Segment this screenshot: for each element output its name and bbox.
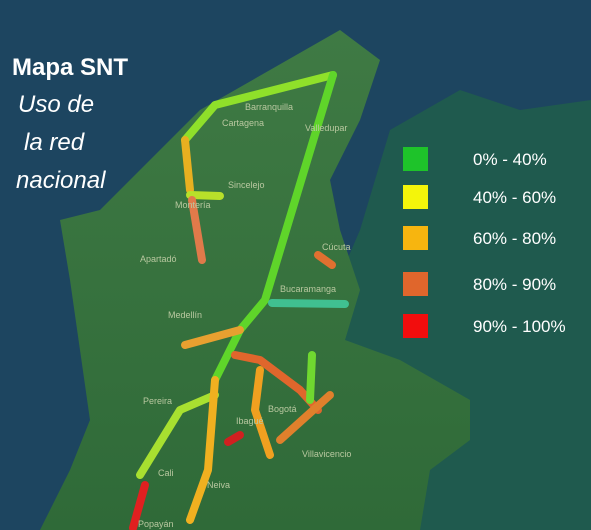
legend-swatch	[403, 272, 428, 296]
line	[186, 191, 224, 200]
city-label: Popayán	[138, 519, 174, 529]
line	[186, 376, 219, 524]
city-label: Medellín	[168, 310, 202, 320]
legend-label: 80% - 90%	[473, 275, 556, 294]
city-label: Ibagué	[236, 416, 264, 426]
legend-label: 60% - 80%	[473, 229, 556, 248]
city-label: Bucaramanga	[280, 284, 336, 294]
line	[314, 251, 336, 269]
line	[211, 71, 337, 384]
city-label: Villavicencio	[302, 449, 351, 459]
legend-swatch	[403, 314, 428, 338]
line	[306, 351, 316, 404]
line	[181, 326, 244, 349]
cities: Barranquilla Cartagena Valledupar Sincel…	[138, 102, 351, 529]
line	[188, 196, 206, 264]
subtitle: nacional	[16, 167, 106, 194]
city-label: Montería	[175, 200, 211, 210]
legend-swatch	[403, 185, 428, 209]
city-label: Valledupar	[305, 123, 347, 133]
city-label: Cali	[158, 468, 174, 478]
line	[224, 431, 244, 446]
legend: 0% - 40% 40% - 60% 60% - 80% 80% - 90% 90% -…	[403, 147, 566, 338]
legend-label: 0% - 40%	[473, 150, 547, 169]
city-label: Pereira	[143, 396, 172, 406]
city-label: Sincelejo	[228, 180, 265, 190]
lines	[129, 71, 349, 530]
legend-swatch	[403, 147, 428, 171]
city-label: Barranquilla	[245, 102, 293, 112]
line	[129, 481, 149, 530]
city-label: Apartadó	[140, 254, 177, 264]
legend-swatch	[403, 226, 428, 250]
city-label: Cartagena	[222, 118, 264, 128]
legend-label: 90% - 100%	[473, 317, 566, 336]
line	[251, 366, 274, 459]
land	[40, 30, 470, 530]
title: Mapa SNT	[12, 54, 128, 81]
subtitle: la red	[24, 129, 85, 156]
line	[136, 391, 219, 479]
subtitle: Uso de	[18, 91, 94, 118]
city-label: Bogotá	[268, 404, 297, 414]
line	[276, 391, 334, 444]
legend-label: 40% - 60%	[473, 188, 556, 207]
city-label: Neiva	[207, 480, 230, 490]
line	[181, 71, 337, 144]
line	[268, 299, 349, 308]
city-label: Cúcuta	[322, 242, 351, 252]
line	[181, 136, 194, 194]
